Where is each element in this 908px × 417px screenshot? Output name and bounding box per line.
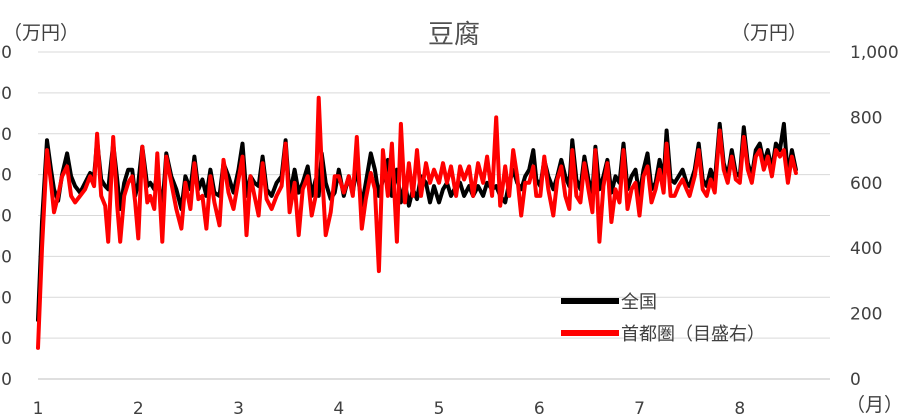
y-left-tick-label: 00 <box>0 207 12 227</box>
y-right-tick-label: 400 <box>850 239 882 259</box>
legend-label-metro: 首都圏（目盛右） <box>621 324 765 345</box>
series-line-metro <box>36 95 798 350</box>
x-tick-label: 8 <box>734 399 745 417</box>
y-left-tick-label: 00 <box>0 247 12 267</box>
x-tick-label: 2 <box>133 399 144 417</box>
x-tick-label: 3 <box>233 399 244 417</box>
y-right-tick-label: 0 <box>850 370 861 390</box>
x-tick-label: 6 <box>534 399 545 417</box>
x-tick-label: 4 <box>333 399 344 417</box>
y-left-tick-label: 00 <box>0 43 12 63</box>
legend-label-national: 全国 <box>621 292 657 313</box>
y-right-tick-label: 200 <box>850 305 882 325</box>
left-axis-unit: （万円） <box>3 22 80 44</box>
y-left-tick-label: 00 <box>0 329 12 349</box>
tick-labels: 0000000000000000002004006008001,00012345… <box>0 43 899 417</box>
y-left-tick-label: 00 <box>0 166 12 186</box>
x-tick-label: 1 <box>33 399 44 417</box>
y-left-tick-label: 0 <box>1 370 12 390</box>
legend: 全国 首都圏（目盛右） <box>561 285 765 349</box>
y-right-tick-label: 1,000 <box>850 43 899 63</box>
x-tick-label: 7 <box>634 399 645 417</box>
x-axis-unit: （月） <box>846 394 904 416</box>
series-lines <box>36 95 798 350</box>
legend-item-metro: 首都圏（目盛右） <box>561 317 765 349</box>
y-left-tick-label: 00 <box>0 84 12 104</box>
y-right-tick-label: 800 <box>850 108 882 128</box>
right-axis-unit: （万円） <box>731 22 808 44</box>
legend-item-national: 全国 <box>561 285 765 317</box>
legend-swatch-metro <box>561 330 619 336</box>
y-left-tick-label: 00 <box>0 288 12 308</box>
legend-swatch-national <box>561 298 619 304</box>
y-right-tick-label: 600 <box>850 174 882 194</box>
y-left-tick-label: 00 <box>0 125 12 145</box>
x-tick-label: 5 <box>434 399 445 417</box>
chart-title: 豆腐 <box>427 20 480 50</box>
